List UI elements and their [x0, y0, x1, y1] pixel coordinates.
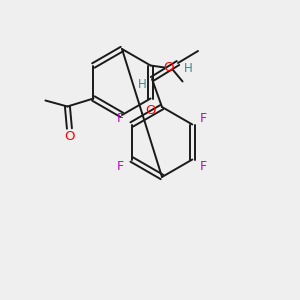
Text: F: F [200, 160, 207, 172]
Text: F: F [117, 160, 124, 172]
Text: O: O [163, 61, 174, 74]
Text: O: O [64, 130, 75, 143]
Text: H: H [184, 62, 192, 76]
Text: H: H [138, 79, 146, 92]
Text: F: F [117, 112, 124, 124]
Text: O: O [146, 104, 156, 118]
Text: F: F [200, 112, 207, 124]
